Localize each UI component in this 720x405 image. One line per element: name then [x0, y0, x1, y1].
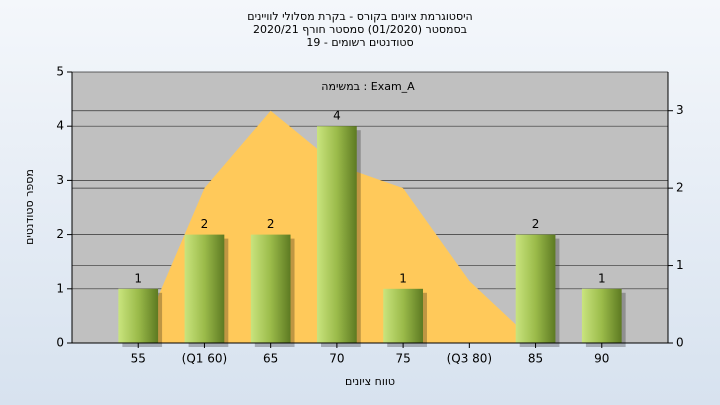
bar — [118, 288, 159, 343]
title-line: בסמסטר (01/2020) סמסטר חורף 2020/21 — [253, 23, 467, 36]
bar — [317, 126, 357, 343]
x-tick-label: 75 — [395, 352, 410, 366]
annotation: במשימה : Exam_A — [321, 80, 415, 93]
data-label: 4 — [333, 109, 341, 123]
x-tick-label: 70 — [329, 352, 344, 366]
y-axis-label: מספר סטודנטים — [23, 169, 36, 245]
data-label: 1 — [134, 271, 142, 285]
x-tick-label: 90 — [594, 352, 609, 366]
data-label: 1 — [598, 271, 606, 285]
bar — [581, 288, 622, 343]
bar — [250, 234, 291, 343]
x-tick-label: 85 — [528, 352, 543, 366]
x-tick-label: 65 — [263, 352, 278, 366]
data-label: 2 — [532, 217, 540, 231]
title-line: סטודנטים רשומים - 19 — [306, 36, 413, 49]
y-tick-label: 4 — [56, 119, 64, 133]
y-tick-label: 3 — [56, 173, 64, 187]
y-tick-label: 2 — [56, 227, 64, 241]
y-tick-label: 5 — [56, 65, 64, 79]
x-axis-label: טווח ציונים — [345, 375, 395, 388]
data-label: 2 — [267, 217, 275, 231]
x-tick-label: 55 — [131, 352, 146, 366]
bar — [184, 234, 225, 343]
y2-tick-label: 1 — [676, 258, 684, 272]
bar — [383, 288, 423, 343]
bar — [515, 234, 556, 343]
y-tick-label: 1 — [56, 281, 64, 295]
y2-tick-label: 0 — [676, 336, 684, 350]
data-label: 2 — [201, 217, 209, 231]
x-tick-label: (Q3 80) — [447, 352, 493, 366]
x-tick-label: (Q1 60) — [182, 352, 228, 366]
y2-tick-label: 3 — [676, 103, 684, 117]
title-line: היסטוגרמת ציונים בקורס - בקרת מסלולי לוו… — [247, 10, 472, 23]
y2-tick-label: 2 — [676, 181, 684, 195]
y-tick-label: 0 — [56, 336, 64, 350]
data-label: 1 — [399, 271, 407, 285]
